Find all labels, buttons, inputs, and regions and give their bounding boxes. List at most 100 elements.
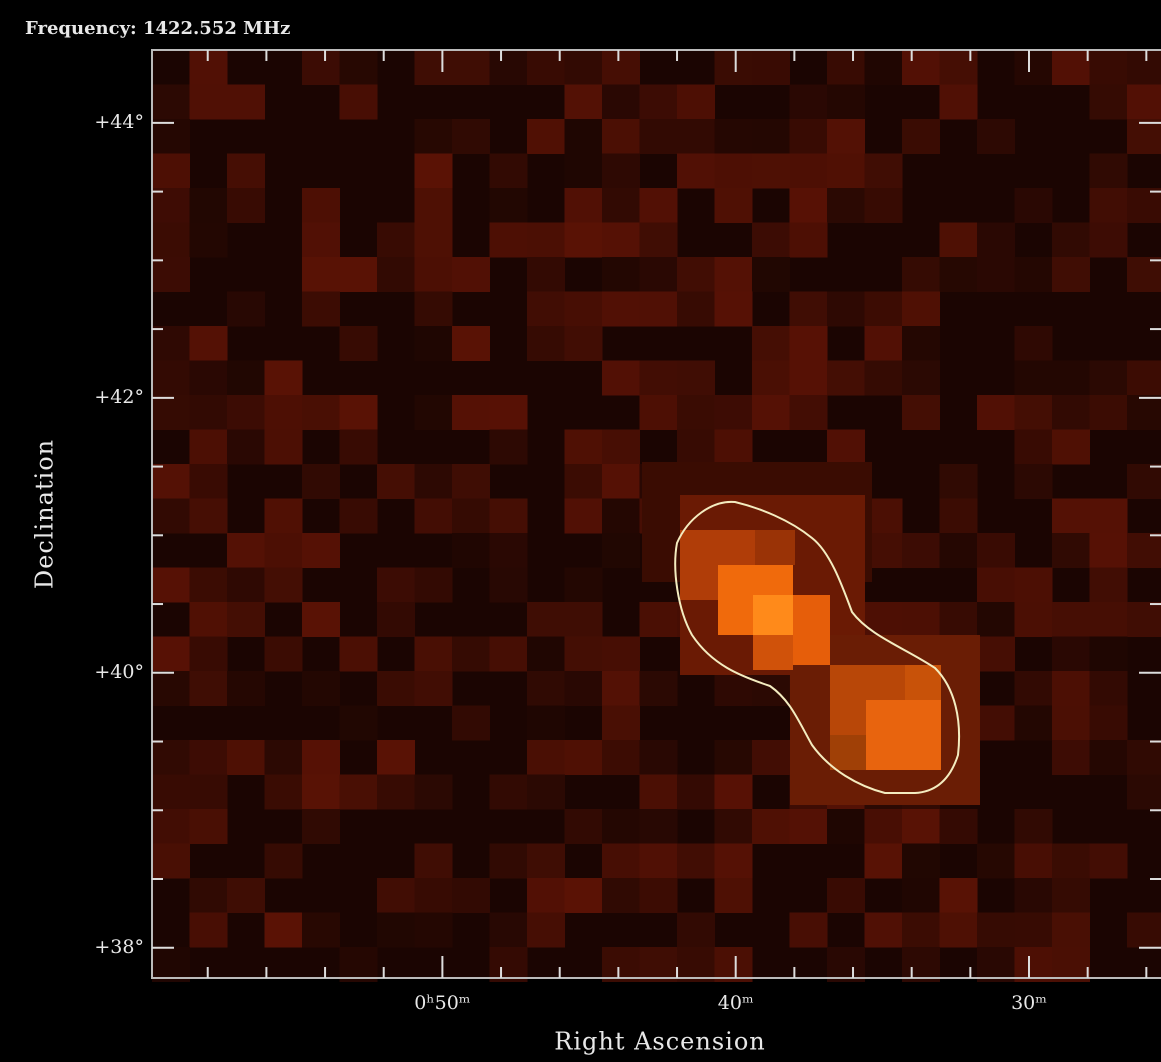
noise-pixel (790, 292, 828, 327)
noise-pixel (1090, 223, 1128, 258)
noise-pixel (152, 326, 190, 361)
noise-pixel (902, 119, 940, 154)
noise-pixel (602, 844, 640, 879)
noise-pixel (452, 326, 490, 361)
noise-pixel (265, 637, 303, 672)
noise-pixel (302, 913, 340, 948)
noise-pixel (715, 671, 753, 706)
noise-pixel (865, 844, 903, 879)
noise-pixel (152, 947, 190, 982)
noise-pixel (565, 568, 603, 603)
noise-pixel (1090, 637, 1128, 672)
noise-pixel (602, 533, 640, 568)
noise-pixel (865, 361, 903, 396)
x-tick-label: 0ʰ50ᵐ (414, 992, 470, 1014)
noise-pixel (790, 223, 828, 258)
noise-pixel (565, 292, 603, 327)
noise-pixel (490, 499, 528, 534)
noise-pixel (1052, 50, 1090, 85)
noise-pixel (452, 395, 490, 430)
noise-pixel (1090, 361, 1128, 396)
noise-pixel (565, 85, 603, 120)
noise-pixel (827, 50, 865, 85)
noise-pixel (565, 430, 603, 465)
noise-pixel (1052, 533, 1090, 568)
noise-pixel (602, 878, 640, 913)
noise-pixel (190, 913, 228, 948)
noise-pixel (977, 844, 1015, 879)
noise-pixel (827, 292, 865, 327)
noise-pixel (340, 257, 378, 292)
noise-pixel (715, 947, 753, 982)
noise-pixel (452, 878, 490, 913)
noise-pixel (415, 326, 453, 361)
noise-pixel (415, 395, 453, 430)
noise-pixel (415, 223, 453, 258)
noise-pixel (152, 568, 190, 603)
noise-pixel (190, 740, 228, 775)
noise-pixel (490, 637, 528, 672)
noise-pixel (152, 223, 190, 258)
noise-pixel (490, 568, 528, 603)
noise-pixel (602, 809, 640, 844)
noise-pixel (415, 119, 453, 154)
pixel (830, 735, 866, 770)
noise-pixel (602, 430, 640, 465)
noise-pixel (565, 188, 603, 223)
noise-pixel (490, 947, 528, 982)
noise-pixel (527, 637, 565, 672)
noise-pixel (190, 430, 228, 465)
noise-pixel (190, 85, 228, 120)
noise-pixel (452, 533, 490, 568)
noise-pixel (752, 740, 790, 775)
noise-pixel (1015, 913, 1053, 948)
noise-pixel (1090, 844, 1128, 879)
noise-pixel (1090, 154, 1128, 189)
noise-pixel (1015, 257, 1053, 292)
noise-pixel (940, 533, 978, 568)
noise-pixel (227, 85, 265, 120)
noise-pixel (902, 326, 940, 361)
noise-pixel (977, 568, 1015, 603)
noise-pixel (565, 223, 603, 258)
noise-pixel (602, 50, 640, 85)
noise-pixel (190, 878, 228, 913)
noise-pixel (377, 257, 415, 292)
noise-pixel (302, 292, 340, 327)
noise-pixel (977, 913, 1015, 948)
noise-pixel (865, 326, 903, 361)
noise-pixel (1127, 533, 1161, 568)
noise-pixel (640, 775, 678, 810)
noise-pixel (940, 85, 978, 120)
noise-pixel (527, 257, 565, 292)
noise-pixel (302, 257, 340, 292)
noise-pixel (265, 533, 303, 568)
noise-pixel (565, 50, 603, 85)
noise-pixel (640, 188, 678, 223)
noise-pixel (152, 257, 190, 292)
noise-pixel (827, 430, 865, 465)
noise-pixel (152, 395, 190, 430)
noise-pixel (490, 430, 528, 465)
noise-pixel (377, 775, 415, 810)
noise-pixel (677, 775, 715, 810)
noise-pixel (602, 947, 640, 982)
noise-pixel (1052, 947, 1090, 982)
noise-pixel (640, 292, 678, 327)
noise-pixel (602, 257, 640, 292)
noise-pixel (715, 775, 753, 810)
pixel (753, 595, 793, 635)
noise-pixel (940, 223, 978, 258)
noise-pixel (415, 154, 453, 189)
noise-pixel (152, 154, 190, 189)
noise-pixel (677, 913, 715, 948)
noise-pixel (1015, 602, 1053, 637)
noise-pixel (152, 464, 190, 499)
noise-pixel (340, 637, 378, 672)
noise-pixel (977, 947, 1015, 982)
noise-pixel (1127, 119, 1161, 154)
noise-pixel (565, 119, 603, 154)
noise-pixel (302, 188, 340, 223)
noise-pixel (340, 775, 378, 810)
noise-pixel (640, 223, 678, 258)
